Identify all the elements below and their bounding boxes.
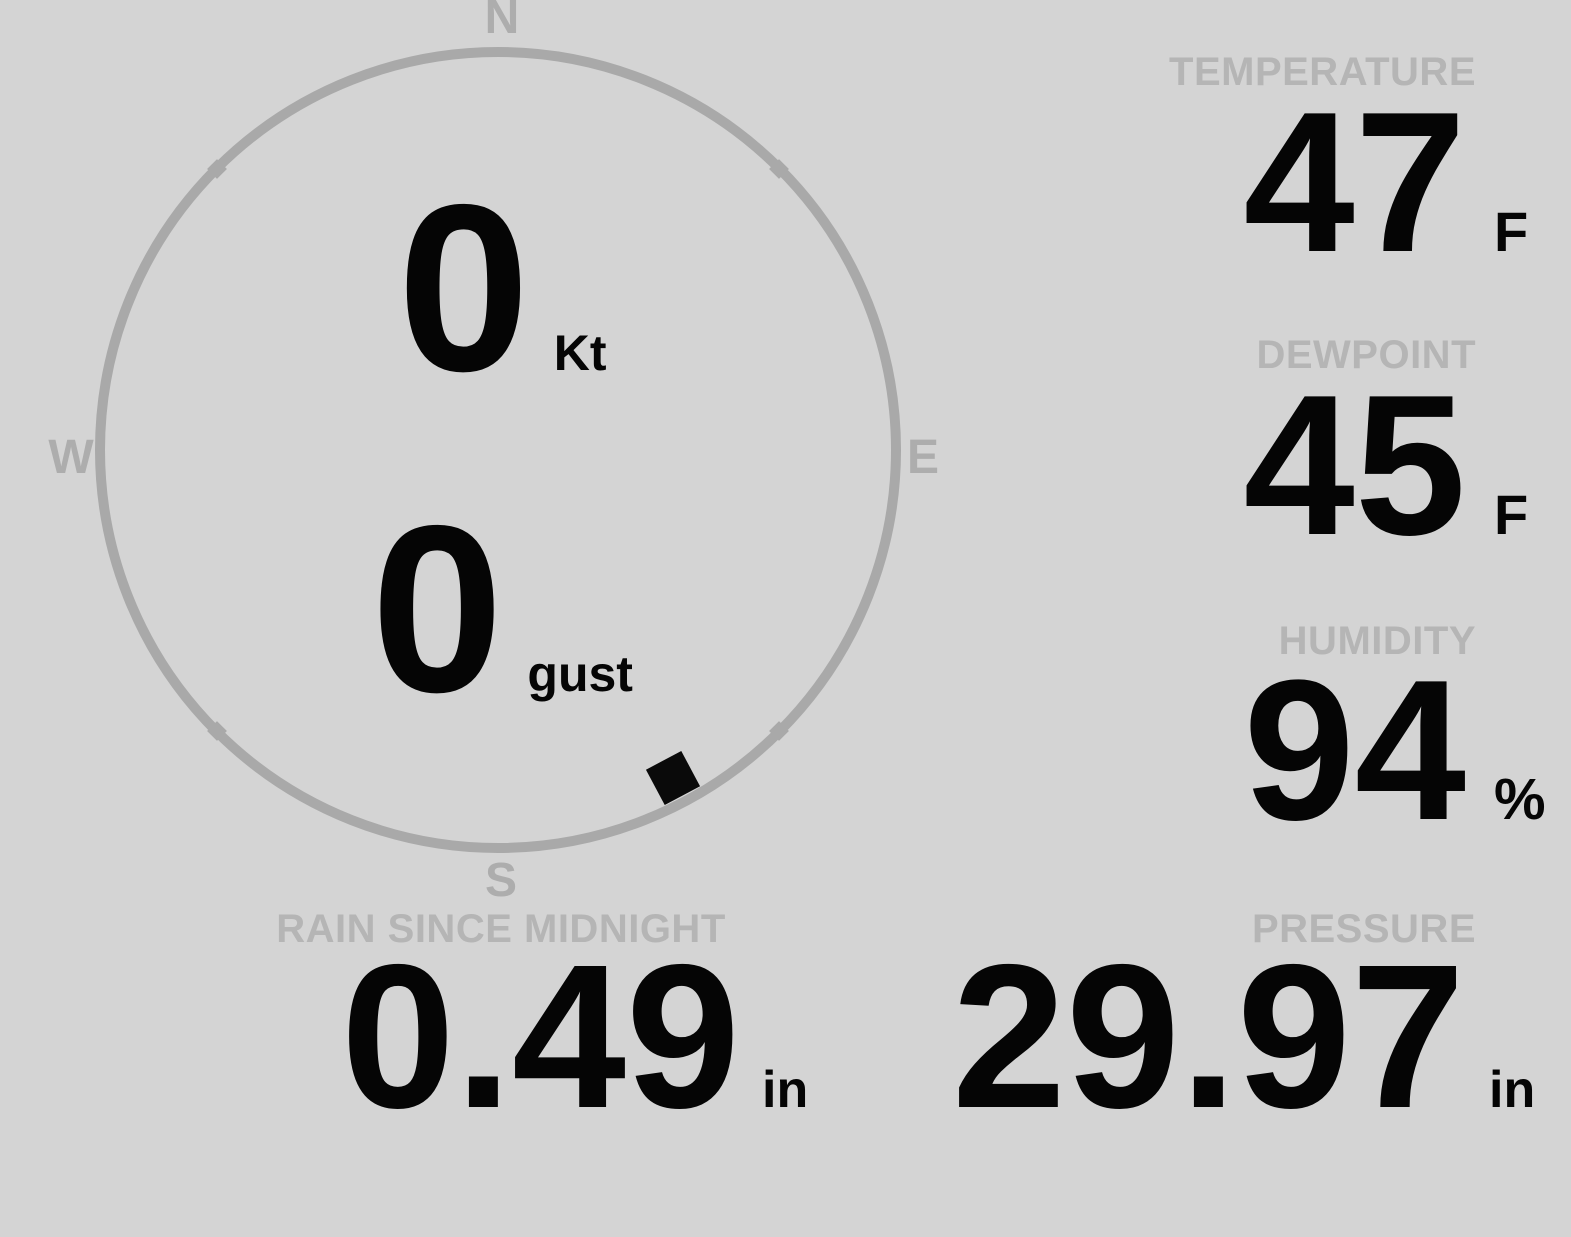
wind-speed-value: 0 [397, 156, 530, 421]
rain-value: 0.49 [341, 922, 740, 1151]
humidity-readout: 94 % [1244, 651, 1556, 851]
pressure-label: PRESSURE [1251, 907, 1476, 951]
wind-gust-readout: 0 gust [371, 491, 633, 729]
dewpoint-unit: F [1494, 483, 1529, 546]
pressure-readout: 29.97 in [951, 922, 1536, 1151]
cardinal-north-label: N [484, 0, 520, 44]
wind-gust-value: 0 [371, 477, 504, 742]
rain-unit: in [762, 1061, 809, 1119]
compass-ring [95, 47, 901, 853]
cardinal-east-label: E [906, 431, 940, 484]
temperature-unit: F [1494, 200, 1529, 263]
humidity-value: 94 [1243, 639, 1466, 862]
temperature-readout: 47 F [1244, 83, 1530, 283]
humidity-unit: % [1494, 767, 1546, 832]
humidity-label: HUMIDITY [1278, 619, 1476, 663]
wind-gust-unit: gust [527, 646, 633, 702]
rain-label: RAIN SINCE MIDNIGHT [276, 907, 726, 951]
dewpoint-value: 45 [1243, 354, 1466, 577]
pressure-unit: in [1489, 1061, 1536, 1119]
dewpoint-label: DEWPOINT [1256, 333, 1476, 377]
dewpoint-readout: 45 F [1244, 366, 1530, 566]
temperature-label: TEMPERATURE [1169, 50, 1476, 94]
rain-readout: 0.49 in [341, 922, 809, 1151]
cardinal-west-label: W [48, 431, 94, 484]
wind-speed-unit: Kt [553, 325, 607, 381]
temperature-value: 47 [1243, 71, 1466, 294]
cardinal-south-label: S [484, 854, 518, 907]
wind-speed-readout: 0 Kt [397, 170, 606, 408]
pressure-value: 29.97 [951, 922, 1465, 1151]
